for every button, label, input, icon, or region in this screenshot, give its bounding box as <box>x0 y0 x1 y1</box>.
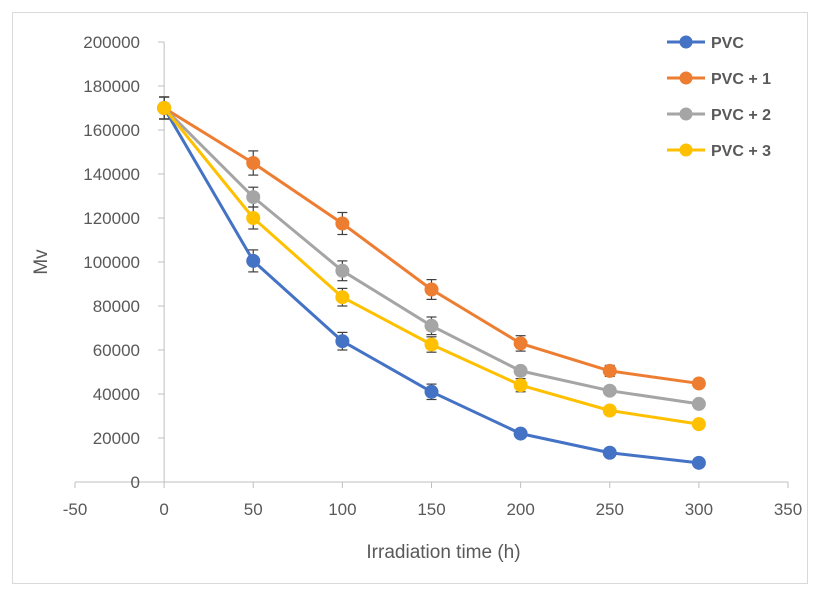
x-tick-label: 100 <box>328 500 356 519</box>
y-tick-label: 120000 <box>83 209 140 228</box>
data-point <box>513 378 528 393</box>
data-point <box>246 156 261 170</box>
x-tick-labels: -50 0 50 100 150 200 250 300 350 <box>63 500 802 519</box>
legend-marker <box>679 143 693 157</box>
series-line <box>162 107 700 426</box>
y-tick-label: 0 <box>131 473 140 492</box>
y-tick-label: 80000 <box>93 297 140 316</box>
data-point <box>335 290 350 305</box>
legend-item: PVC + 3 <box>667 143 771 160</box>
legend-item: PVC <box>667 35 744 52</box>
data-point <box>335 263 350 278</box>
legend-marker <box>679 35 693 49</box>
series-line <box>163 106 700 406</box>
legend-label: PVC + 2 <box>711 107 771 124</box>
legend-marker <box>679 71 693 85</box>
y-tick-label: 140000 <box>83 165 140 184</box>
x-tick-label: 250 <box>596 500 624 519</box>
data-point <box>246 211 261 225</box>
legend-item: PVC + 1 <box>667 71 771 88</box>
data-point <box>424 318 439 333</box>
y-tick-label: 20000 <box>93 429 140 448</box>
x-tick-label: 300 <box>685 500 713 519</box>
legend-marker <box>679 107 693 121</box>
data-point <box>602 403 617 418</box>
legend: PVC PVC + 1 PVC + 2 PVC + 3 <box>667 35 771 160</box>
y-tick-label: 40000 <box>93 385 140 404</box>
data-point <box>602 383 617 398</box>
data-point <box>602 445 617 460</box>
x-tick-label: 350 <box>774 500 802 519</box>
data-point <box>335 216 350 231</box>
data-point <box>424 337 439 352</box>
legend-label: PVC + 1 <box>711 71 771 88</box>
legend-label: PVC <box>711 35 744 52</box>
x-tick-label: -50 <box>63 500 88 519</box>
y-axis-title: Mv <box>31 249 52 275</box>
data-point <box>691 417 706 432</box>
y-tick-label: 100000 <box>83 253 140 272</box>
data-point <box>335 334 350 349</box>
data-point <box>691 396 706 411</box>
data-point <box>424 282 439 297</box>
y-tick-labels: 0 20000 40000 60000 80000 100000 120000 140000 1… <box>83 33 140 492</box>
series-pvc3 <box>157 96 706 432</box>
data-point <box>157 101 172 115</box>
y-tick-label: 160000 <box>83 121 140 140</box>
data-point <box>691 455 706 470</box>
legend-label: PVC + 3 <box>711 143 771 160</box>
chart-frame <box>12 12 808 584</box>
y-tick-label: 60000 <box>93 341 140 360</box>
data-point <box>246 253 261 268</box>
data-point <box>602 363 617 378</box>
data-point <box>691 376 706 391</box>
plot-area <box>157 96 706 470</box>
data-point <box>513 426 528 441</box>
y-tick-label: 200000 <box>83 33 140 52</box>
legend-item: PVC + 2 <box>667 107 771 124</box>
data-point <box>246 190 261 205</box>
x-tick-label: 150 <box>417 500 445 519</box>
x-tick-label: 50 <box>244 500 263 519</box>
x-tick-label: 200 <box>506 500 534 519</box>
x-tick-label: 0 <box>159 500 168 519</box>
data-point <box>513 336 528 351</box>
data-point <box>424 384 439 399</box>
data-point <box>513 363 528 378</box>
series-pvc2 <box>157 96 706 411</box>
y-tick-label: 180000 <box>83 77 140 96</box>
x-axis-title: Irradiation time (h) <box>366 542 520 563</box>
